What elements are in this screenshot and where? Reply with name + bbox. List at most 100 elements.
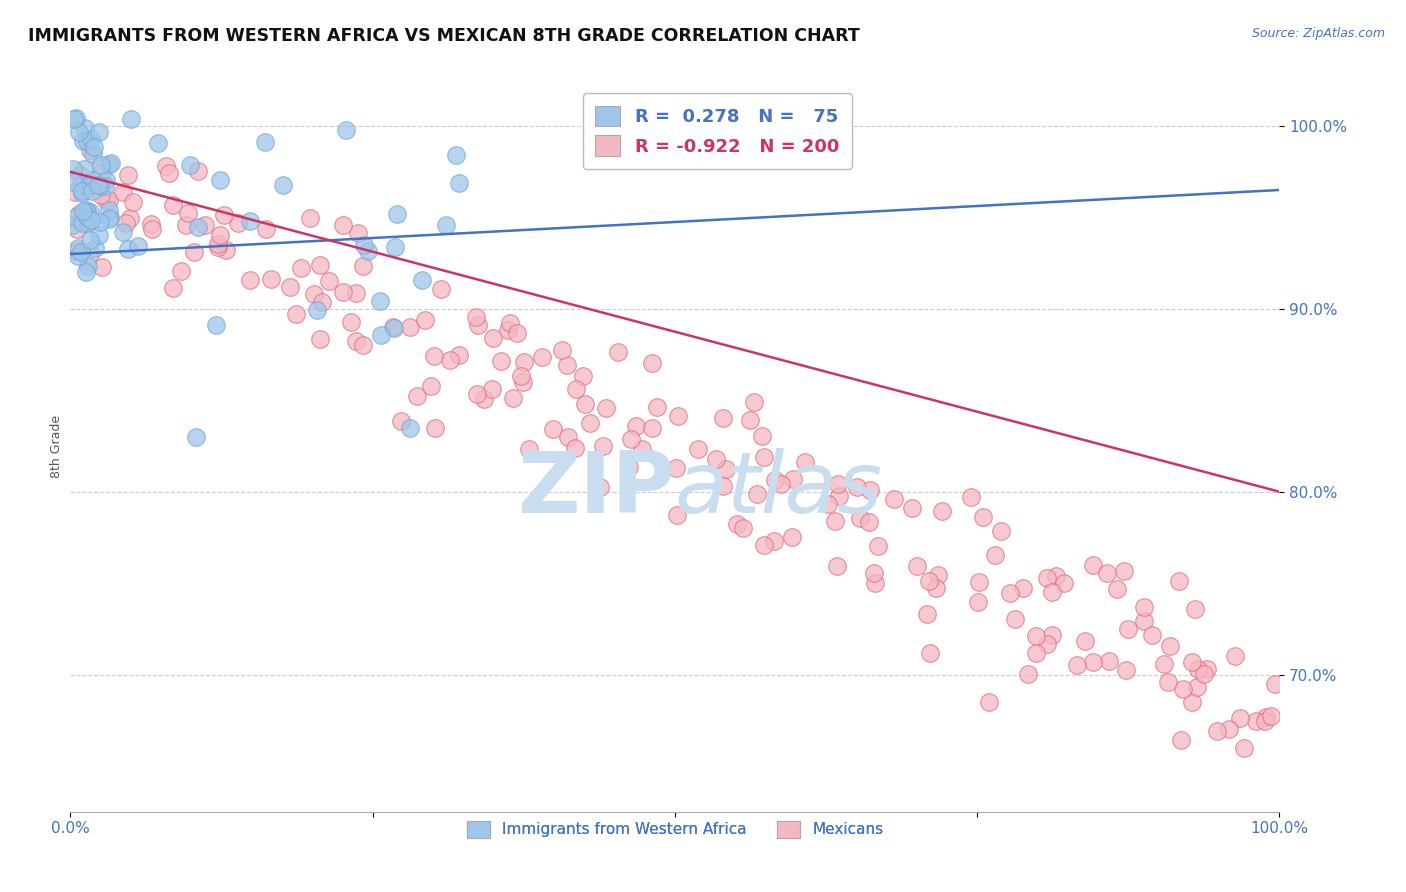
Point [67,207,90,221]
Point [1195,663,1218,677]
Point [307,303,329,318]
Point [565,382,588,396]
Point [1081,655,1104,669]
Point [100,155,122,169]
Point [122,195,145,210]
Point [617,460,640,475]
Point [1040,627,1063,641]
Point [98,203,121,218]
Point [70,216,93,230]
Point [174,219,197,233]
Point [686,442,709,456]
Point [901,500,924,515]
Point [824,515,846,529]
Point [117,242,139,256]
Point [76,259,98,273]
Point [1142,628,1164,642]
Point [94,194,117,208]
Point [1171,682,1194,697]
Point [846,479,869,493]
Point [155,159,177,173]
Point [915,607,938,621]
Point [87,227,110,242]
Point [76,216,98,230]
Point [352,259,374,273]
Point [1192,666,1215,681]
Point [666,508,689,522]
Point [465,387,488,401]
Point [704,451,727,466]
Point [817,497,839,511]
Point [918,646,941,660]
Point [73,161,96,176]
Point [83,140,105,154]
Point [1066,657,1088,672]
Point [79,233,101,247]
Point [76,265,98,279]
Point [967,595,990,609]
Point [91,260,114,274]
Point [1264,676,1286,690]
Point [139,217,162,231]
Point [465,310,488,324]
Point [1187,662,1209,676]
Point [960,490,983,504]
Text: ZIP: ZIP [517,449,675,532]
Point [285,307,308,321]
Point [769,476,792,491]
Point [752,538,775,552]
Point [1181,695,1204,709]
Point [541,422,564,436]
Point [990,524,1012,539]
Point [482,331,505,345]
Point [747,487,769,501]
Point [631,442,654,456]
Point [70,184,93,198]
Point [780,530,803,544]
Point [498,323,520,337]
Point [1052,575,1074,590]
Point [782,472,804,486]
Point [905,559,928,574]
Point [97,157,120,171]
Point [347,227,370,241]
Point [207,240,229,254]
Point [127,238,149,252]
Point [624,418,647,433]
Point [384,239,406,253]
Point [76,205,98,219]
Point [82,146,104,161]
Point [731,521,754,535]
Point [207,237,229,252]
Point [1095,566,1118,581]
Point [1114,564,1136,578]
Text: atlas: atlas [675,449,883,532]
Point [711,410,734,425]
Point [1170,733,1192,747]
Point [80,132,103,146]
Point [114,216,136,230]
Point [1132,600,1154,615]
Point [607,345,630,359]
Point [1040,585,1063,599]
Point [595,401,617,415]
Point [94,179,117,194]
Point [391,413,413,427]
Point [863,566,886,580]
Point [162,198,184,212]
Point [1012,581,1035,595]
Point [517,442,540,456]
Point [80,212,103,227]
Point [620,432,643,446]
Point [215,244,238,258]
Point [439,353,461,368]
Point [1118,622,1140,636]
Point [641,421,664,435]
Point [226,216,249,230]
Point [793,455,815,469]
Point [924,581,946,595]
Point [754,450,776,464]
Point [763,473,786,487]
Point [90,158,112,172]
Point [827,476,849,491]
